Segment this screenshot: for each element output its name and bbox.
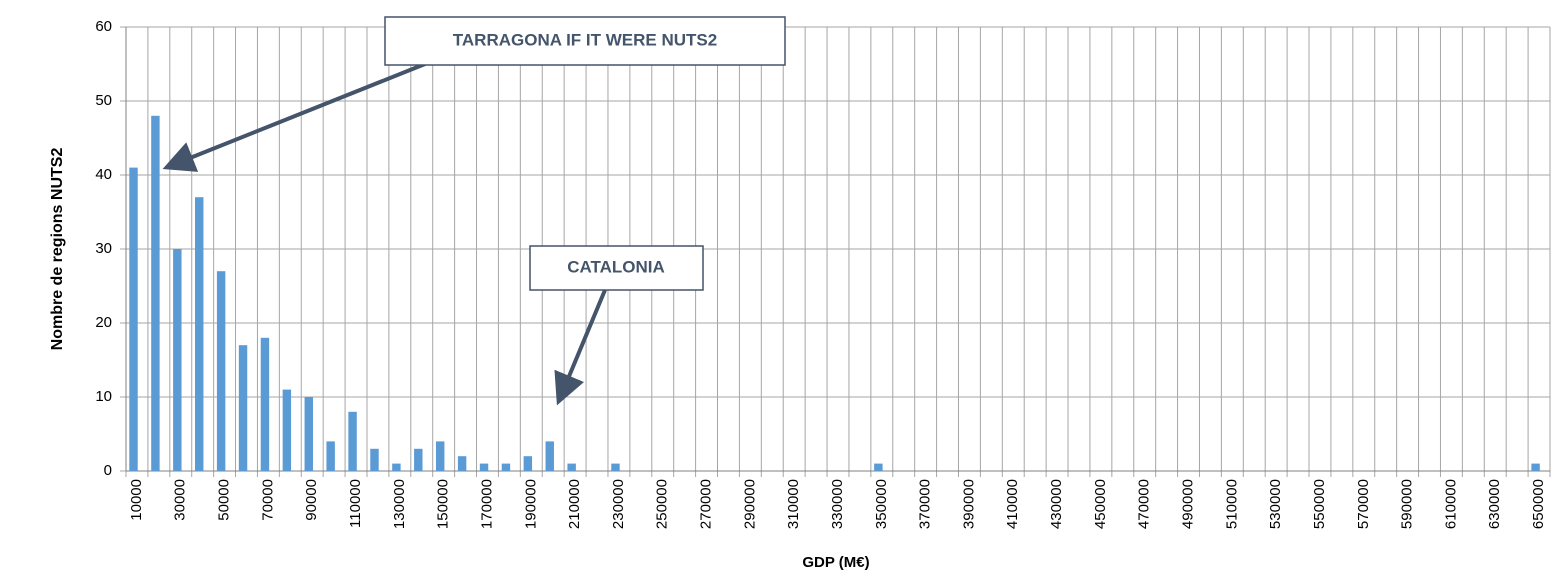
bar	[195, 197, 204, 471]
x-tick-label: 10000	[128, 479, 145, 521]
bar	[457, 456, 467, 471]
x-tick-label: 130000	[391, 479, 408, 529]
x-tick-label: 370000	[917, 479, 934, 529]
bar	[173, 249, 182, 471]
y-tick-label: 20	[95, 314, 112, 331]
x-tick-label: 450000	[1092, 479, 1109, 529]
bar	[260, 337, 270, 471]
x-tick-label: 510000	[1223, 479, 1240, 529]
x-tick-label: 590000	[1399, 479, 1416, 529]
x-tick-label: 30000	[172, 479, 189, 521]
bar	[874, 463, 883, 471]
annotation-box	[529, 245, 704, 291]
x-tick-label: 270000	[698, 479, 715, 529]
x-tick-label: 290000	[741, 479, 758, 529]
x-tick-label: 250000	[654, 479, 671, 529]
x-tick-label: 110000	[347, 479, 364, 528]
bar	[435, 441, 445, 471]
bar	[370, 448, 379, 471]
annotation: CATALONIA	[567, 257, 665, 276]
bar	[611, 463, 620, 471]
x-tick-label: 170000	[478, 479, 495, 529]
x-tick-label: 310000	[785, 479, 802, 529]
bar	[304, 397, 313, 471]
y-tick-label: 0	[104, 462, 112, 479]
grid	[120, 26, 1551, 477]
x-tick-label: 350000	[873, 479, 890, 529]
arrow	[554, 289, 607, 406]
bar	[1531, 463, 1540, 471]
x-tick-label: 150000	[435, 479, 452, 529]
annotation: TARRAGONA IF IT WERE NUTS2	[453, 30, 717, 49]
bar	[523, 456, 533, 471]
x-tick-label: 530000	[1267, 479, 1284, 529]
x-axis-label: GDP (M€)	[802, 554, 869, 571]
bar	[129, 167, 138, 471]
bar	[545, 441, 554, 471]
bar	[238, 345, 248, 471]
arrow	[162, 60, 431, 172]
x-tick-label: 210000	[566, 479, 583, 529]
y-tick-label: 30	[95, 240, 112, 257]
bar	[501, 463, 511, 471]
bar	[282, 389, 292, 471]
x-tick-label: 190000	[522, 479, 539, 529]
x-tick-label: 570000	[1355, 479, 1372, 529]
bar	[326, 441, 335, 471]
x-tick-label: 430000	[1048, 479, 1065, 529]
x-tick-label: 70000	[259, 479, 276, 521]
y-axis-label: Nombre de regions NUTS2	[49, 148, 66, 351]
x-tick-label: 90000	[303, 479, 320, 521]
x-tick-label: 330000	[829, 479, 846, 529]
bar	[567, 463, 576, 471]
bar	[216, 271, 226, 471]
x-tick-label: 390000	[960, 479, 977, 529]
x-tick-label: 630000	[1486, 479, 1503, 529]
bar	[348, 411, 357, 471]
bar	[392, 463, 401, 471]
bar	[479, 463, 489, 471]
x-tick-label: 650000	[1530, 479, 1547, 529]
x-tick-label: 610000	[1442, 479, 1459, 529]
y-tick-label: 50	[95, 92, 112, 109]
x-tick-label: 470000	[1136, 479, 1153, 529]
y-tick-label: 10	[95, 388, 112, 405]
x-tick-label: 550000	[1311, 479, 1328, 529]
x-tick-label: 230000	[610, 479, 627, 529]
x-tick-label: 490000	[1179, 479, 1196, 529]
x-tick-label: 410000	[1004, 479, 1021, 529]
bar	[151, 115, 160, 472]
bars	[129, 115, 1540, 472]
y-tick-label: 40	[95, 166, 112, 183]
annotation-box	[384, 16, 786, 66]
x-tick-label: 50000	[216, 479, 233, 521]
bar	[414, 448, 423, 471]
y-tick-label: 60	[95, 18, 112, 35]
